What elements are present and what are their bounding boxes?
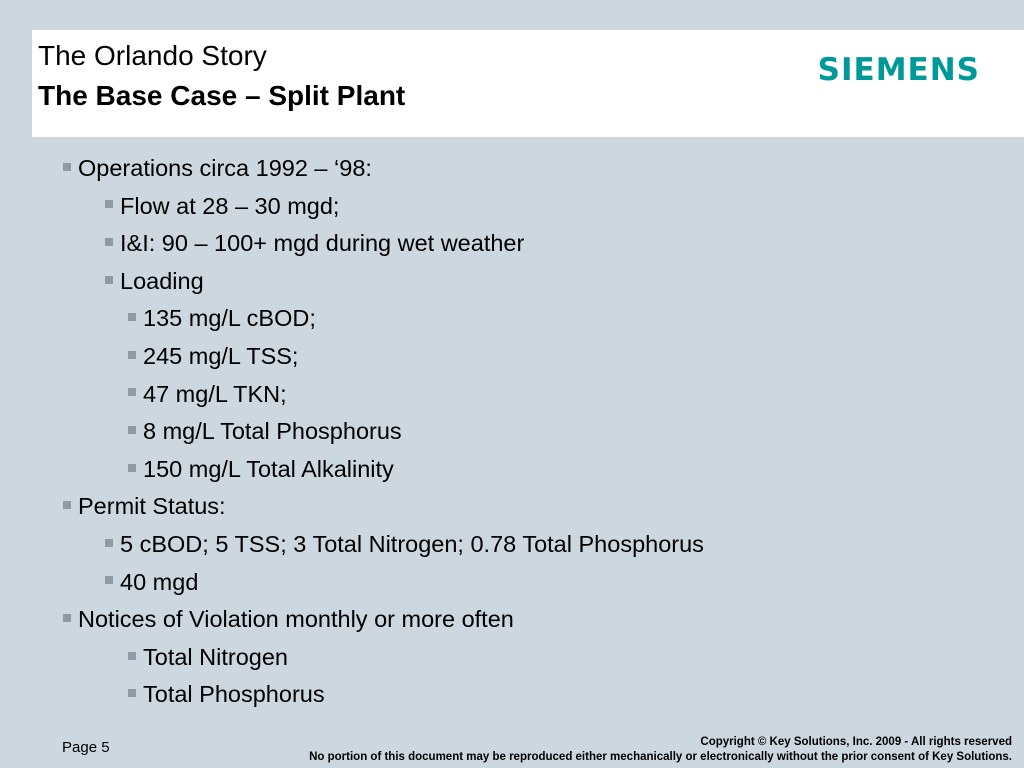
square-bullet-icon (128, 313, 136, 322)
square-bullet-icon (63, 162, 71, 171)
square-bullet-icon (105, 275, 113, 284)
copyright-line: Copyright © Key Solutions, Inc. 2009 - A… (700, 736, 1012, 748)
bullet-text: Operations circa 1992 – ‘98: (78, 155, 372, 181)
bullet-text: 5 cBOD; 5 TSS; 3 Total Nitrogen; 0.78 To… (120, 530, 704, 557)
list-item: 8 mg/L Total Phosphorus (0, 413, 1024, 451)
bullet-text: 40 mgd (120, 568, 199, 595)
bullet-text: 135 mg/L cBOD; (143, 305, 316, 332)
square-bullet-icon (128, 689, 136, 698)
square-bullet-icon (128, 350, 136, 359)
list-item: 47 mg/L TKN; (0, 376, 1024, 414)
list-item: Total Nitrogen (0, 639, 1024, 677)
slide-subtitle: The Base Case – Split Plant (38, 80, 406, 111)
square-bullet-icon (105, 200, 113, 209)
list-item: 135 mg/L cBOD; (0, 300, 1024, 338)
list-item: Notices of Violation monthly or more oft… (0, 601, 1024, 639)
list-item: 40 mgd (0, 564, 1024, 602)
bullet-text: Loading (120, 267, 204, 294)
bullet-text: Permit Status: (78, 493, 226, 520)
square-bullet-icon (128, 388, 136, 397)
copyright-notice: Copyright © Key Solutions, Inc. 2009 - A… (309, 735, 1012, 765)
square-bullet-icon (128, 425, 136, 434)
list-item: Total Phosphorus (0, 676, 1024, 714)
list-item: Operations circa 1992 – ‘98: (0, 150, 1024, 188)
bullet-text: 245 mg/L TSS; (143, 342, 299, 369)
square-bullet-icon (63, 501, 71, 510)
list-item: 245 mg/L TSS; (0, 338, 1024, 376)
list-item: Flow at 28 – 30 mgd; (0, 188, 1024, 226)
square-bullet-icon (105, 538, 113, 547)
list-item: 150 mg/L Total Alkalinity (0, 451, 1024, 489)
bullet-text: 8 mg/L Total Phosphorus (143, 418, 402, 445)
square-bullet-icon (128, 463, 136, 472)
list-item: I&I: 90 – 100+ mgd during wet weather (0, 225, 1024, 263)
slide-header: The Orlando Story The Base Case – Split … (32, 30, 1024, 137)
siemens-logo: SIEMENS (817, 52, 980, 88)
square-bullet-icon (63, 613, 71, 622)
square-bullet-icon (128, 651, 136, 660)
slide-title: The Orlando Story (38, 40, 267, 71)
bullet-text: Flow at 28 – 30 mgd; (120, 192, 340, 219)
list-item: Permit Status: (0, 488, 1024, 526)
page-number: Page 5 (62, 739, 110, 756)
bullet-text: Total Phosphorus (143, 681, 325, 708)
square-bullet-icon (105, 237, 113, 246)
square-bullet-icon (105, 576, 113, 585)
bullet-text: 47 mg/L TKN; (143, 380, 287, 407)
list-item: Loading (0, 263, 1024, 301)
bullet-text: Total Nitrogen (143, 643, 288, 670)
bullet-list: Operations circa 1992 – ‘98: Flow at 28 … (0, 150, 1024, 714)
bullet-text: 150 mg/L Total Alkalinity (143, 455, 394, 482)
bullet-text: I&I: 90 – 100+ mgd during wet weather (120, 230, 525, 257)
bullet-text: Notices of Violation monthly or more oft… (78, 606, 514, 633)
list-item: 5 cBOD; 5 TSS; 3 Total Nitrogen; 0.78 To… (0, 526, 1024, 564)
reproduction-notice: No portion of this document may be repro… (309, 751, 1012, 763)
